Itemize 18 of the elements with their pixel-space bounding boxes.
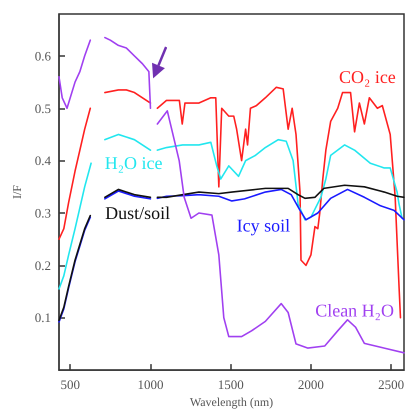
y-tick-label: 0.3 xyxy=(34,205,51,220)
series-label: CO₂ ice xyxy=(339,66,396,87)
series-label: H₂O ice xyxy=(104,153,162,174)
x-axis-title: Wavelength (nm) xyxy=(190,395,274,409)
y-tick-label: 0.6 xyxy=(34,48,52,64)
series-label: Dust/soil xyxy=(105,202,170,223)
x-tick-label: 1500 xyxy=(218,377,244,392)
series-label: Icy soil xyxy=(236,216,290,236)
series-label: Clean H₂O xyxy=(315,300,394,320)
x-tick-label: 1000 xyxy=(137,377,164,392)
y-tick-label: 0.2 xyxy=(34,258,51,273)
x-tick-label: 2000 xyxy=(298,377,324,392)
x-tick-label: 500 xyxy=(60,377,80,392)
y-axis-title: I/F xyxy=(10,184,24,200)
y-tick-label: 0.5 xyxy=(34,100,51,116)
x-tick-label: 2500 xyxy=(378,377,404,392)
y-tick-label: 0.1 xyxy=(34,310,51,326)
y-tick-label: 0.4 xyxy=(34,153,52,168)
